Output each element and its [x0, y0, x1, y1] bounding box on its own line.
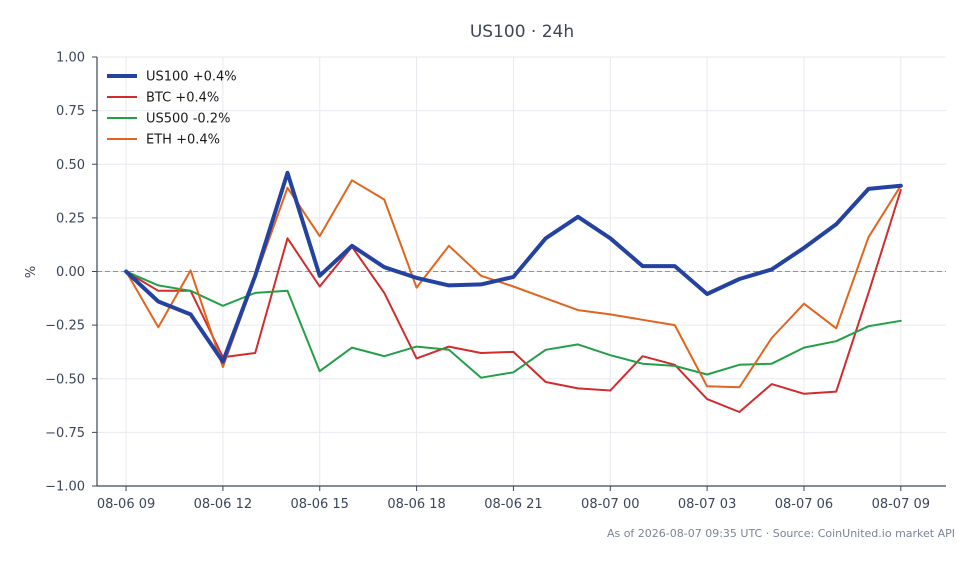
- legend-label-0: US100 +0.4%: [146, 70, 237, 85]
- y-tick-label: 0.00: [56, 265, 85, 280]
- x-tick-label: 08-06 18: [387, 497, 445, 512]
- x-tick-label: 08-07 09: [872, 497, 930, 512]
- legend-label-3: ETH +0.4%: [146, 133, 220, 148]
- x-tick-label: 08-06 09: [97, 497, 155, 512]
- y-tick-label: −0.25: [45, 319, 85, 334]
- x-tick-label: 08-07 03: [678, 497, 736, 512]
- x-tick-label: 08-06 21: [484, 497, 542, 512]
- legend-label-2: US500 -0.2%: [146, 112, 230, 127]
- x-tick-label: 08-07 06: [775, 497, 833, 512]
- legend-label-1: BTC +0.4%: [146, 91, 219, 106]
- series-line-1: [125, 189, 902, 413]
- footer-source: As of 2026-08-07 09:35 UTC · Source: Coi…: [607, 527, 955, 540]
- y-axis-ticks: 1.00 0.75 0.50 0.25 0.00 −0.25 −0.50 −0.75 −1.00: [45, 51, 97, 495]
- y-tick-label: 0.75: [56, 104, 85, 119]
- series-line-0: [124, 170, 903, 364]
- series-lines: [124, 170, 903, 413]
- y-axis-label: %: [24, 266, 39, 278]
- y-tick-label: −1.00: [45, 480, 85, 495]
- x-tick-label: 08-07 00: [581, 497, 639, 512]
- y-tick-label: 0.25: [56, 211, 85, 226]
- legend: US100 +0.4% BTC +0.4% US500 -0.2% ETH +0.4%: [107, 70, 237, 148]
- y-tick-label: 0.50: [56, 158, 85, 173]
- y-tick-label: −0.50: [45, 372, 85, 387]
- series-line-2: [125, 270, 902, 379]
- x-tick-label: 08-06 12: [194, 497, 252, 512]
- y-tick-label: 1.00: [56, 51, 85, 66]
- chart-title: US100 · 24h: [470, 22, 574, 42]
- y-tick-label: −0.75: [45, 426, 85, 441]
- x-axis-ticks: 08-06 09 08-06 12 08-06 15 08-06 18 08-06 21…: [97, 486, 930, 512]
- x-tick-label: 08-06 15: [291, 497, 349, 512]
